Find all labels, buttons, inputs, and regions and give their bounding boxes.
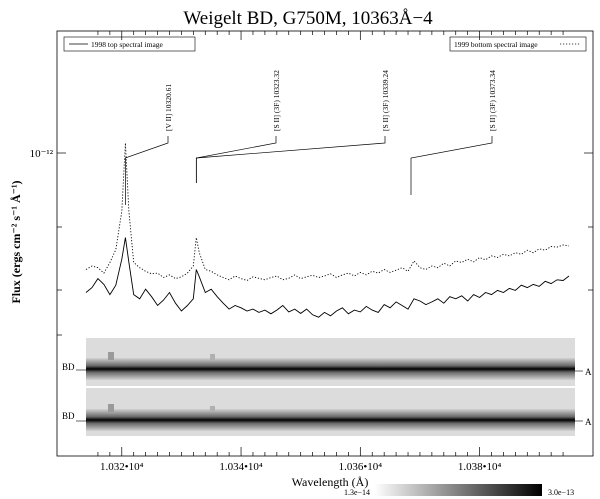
series-2-line bbox=[85, 142, 570, 281]
line-id-label: [S II] (3F) 10339.24 bbox=[381, 70, 390, 131]
y-tick-label: 10⁻¹² bbox=[30, 148, 54, 160]
spectral-row-2-right-label: A bbox=[585, 417, 592, 427]
legend-left-label: 1998 top spectral image bbox=[91, 40, 164, 49]
line-id-marker bbox=[195, 136, 386, 183]
x-tick-label: 1.034•10⁴ bbox=[219, 461, 263, 473]
line-id-label: [S II] (3F) 10373.34 bbox=[488, 70, 497, 131]
legend-right-label: 1999 bottom spectral image bbox=[454, 40, 538, 49]
x-axis: 1.032•10⁴ 1.034•10⁴ 1.036•10⁴ 1.038•10⁴ bbox=[97, 31, 564, 473]
x-tick-label: 1.032•10⁴ bbox=[100, 461, 144, 473]
chart-title: Weigelt BD, G750M, 10363Å−4 bbox=[183, 8, 433, 29]
spectral-row-1-right-label: A bbox=[585, 367, 592, 377]
y-axis: 10⁻¹² Flux (ergs cm⁻² s⁻¹ Å⁻¹) bbox=[9, 148, 593, 336]
spectral-row-2-left-label: BD bbox=[62, 411, 75, 421]
line-id-marker bbox=[125, 136, 169, 205]
line-id-label: [V II] 10320.61 bbox=[164, 84, 173, 131]
line-id-label: [S II] (3F) 10323.32 bbox=[272, 70, 281, 131]
x-tick-label: 1.038•10⁴ bbox=[458, 461, 502, 473]
legend-left: 1998 top spectral image bbox=[63, 36, 196, 52]
line-id-marker bbox=[195, 136, 277, 183]
colorbar: 1.3e−14 3.0e−13 bbox=[344, 484, 574, 497]
y-axis-label: Flux (ergs cm⁻² s⁻¹ Å⁻¹) bbox=[9, 180, 23, 303]
colorbar-max-label: 3.0e−13 bbox=[548, 488, 574, 497]
line-id-layer: [V II] 10320.61 [S II] (3F) 10323.32 [S II… bbox=[125, 70, 497, 205]
x-axis-label: Wavelength (Å) bbox=[292, 475, 369, 489]
series-1-line bbox=[85, 237, 570, 318]
colorbar-min-label: 1.3e−14 bbox=[344, 488, 370, 497]
line-id-marker bbox=[410, 136, 493, 195]
colorbar-gradient bbox=[374, 484, 542, 496]
plot-frame bbox=[56, 30, 594, 457]
legend-right: 1999 bottom spectral image bbox=[449, 36, 587, 52]
spectral-row-1-left-label: BD bbox=[62, 362, 75, 372]
spectral-image: BD BD A A bbox=[62, 338, 592, 436]
series-layer bbox=[85, 142, 570, 318]
x-tick-label: 1.036•10⁴ bbox=[339, 461, 383, 473]
